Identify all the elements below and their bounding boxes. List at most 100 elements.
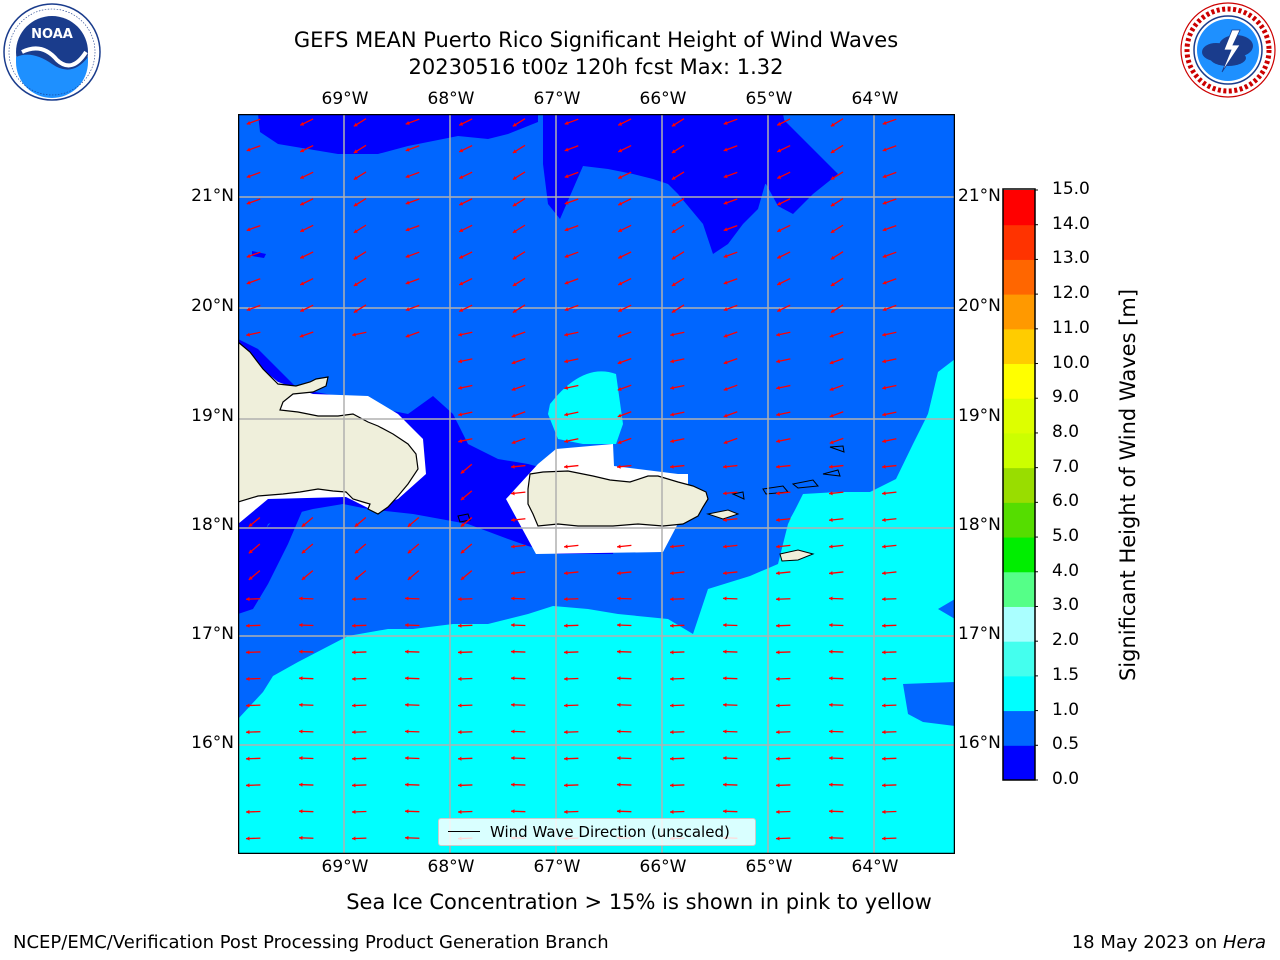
wind-wave-arrowhead: [829, 649, 833, 654]
wind-wave-arrowhead: [882, 703, 886, 708]
wind-wave-arrowhead: [405, 253, 410, 258]
wind-wave-arrowhead: [723, 756, 727, 761]
lon-label-top: 68°W: [427, 89, 475, 109]
land-puerto-rico: [527, 470, 709, 527]
lon-label-bottom: 69°W: [321, 857, 369, 877]
colorbar-tick-label: 2.0: [1052, 630, 1080, 651]
colorbar-band: [1003, 641, 1035, 677]
wind-wave-arrowhead: [301, 576, 306, 580]
wind-wave-arrowhead: [830, 308, 835, 313]
land-mona-island: [457, 513, 471, 523]
wind-wave-arrowhead: [723, 491, 727, 496]
wind-wave-arrowhead: [777, 175, 782, 179]
wind-wave-arrowhead: [618, 148, 623, 153]
colorbar-band: [1003, 537, 1035, 573]
wind-wave-arrowhead: [299, 649, 303, 654]
wind-wave-arrowhead: [460, 469, 465, 474]
wind-wave-arrowhead: [512, 308, 517, 313]
wind-wave-arrowhead: [458, 809, 462, 814]
lat-label-left: 18°N: [191, 515, 234, 535]
wind-wave-arrowhead: [776, 783, 780, 788]
wind-wave-arrowhead: [405, 649, 409, 654]
chart-subtitle: 20230516 t00z 120h fcst Max: 1.32: [408, 55, 784, 79]
colorbar-tick-label: 1.0: [1052, 699, 1080, 720]
wind-wave-arrowhead: [829, 702, 833, 707]
wind-wave-arrowhead: [564, 307, 569, 312]
wind-wave-arrowhead: [776, 836, 780, 841]
wind-wave-arrowhead: [564, 676, 568, 681]
wind-wave-arrowhead: [458, 676, 462, 681]
wind-wave-arrowhead: [723, 227, 728, 232]
wind-wave-arrowhead: [564, 227, 569, 232]
wind-wave-arrowhead: [777, 228, 782, 233]
wind-wave-arrowhead: [617, 440, 622, 445]
wind-wave-arrowhead: [882, 359, 887, 364]
wind-wave-arrowhead: [299, 729, 303, 734]
lon-label-top: 64°W: [851, 89, 899, 109]
colorbar-band: [1003, 675, 1035, 712]
wind-wave-arrowhead: [882, 809, 886, 814]
wind-wave-arrowhead: [352, 836, 356, 841]
wind-wave-arrowhead: [301, 549, 306, 554]
wind-wave-arrowhead: [511, 386, 516, 391]
wind-wave-arrowhead: [511, 571, 515, 576]
wind-wave-arrowhead: [618, 121, 623, 126]
wind-wave-arrowhead: [511, 440, 516, 445]
wind-wave-arrowhead: [511, 623, 515, 628]
lat-label-left: 16°N: [191, 733, 234, 753]
wind-wave-arrowhead: [511, 517, 515, 522]
colorbar-band: [1003, 398, 1035, 434]
wind-wave-arrowhead: [405, 676, 409, 681]
wind-wave-arrowhead: [511, 360, 516, 365]
wind-wave-arrowhead: [564, 280, 569, 285]
wind-wave-arrowhead: [564, 650, 568, 655]
wind-wave-arrowhead: [829, 413, 834, 418]
wind-wave-arrowhead: [723, 649, 727, 654]
lon-label-top: 66°W: [639, 89, 687, 109]
wind-wave-arrowhead: [564, 174, 569, 179]
wind-wave-arrowhead: [458, 359, 463, 364]
wind-wave-arrowhead: [830, 202, 835, 207]
wind-wave-arrowhead: [670, 650, 674, 655]
lat-label-right: 19°N: [958, 406, 1001, 426]
wind-wave-arrowhead: [300, 254, 305, 259]
wind-wave-arrowhead: [352, 676, 356, 681]
lon-label-bottom: 67°W: [533, 857, 581, 877]
lon-label-bottom: 64°W: [851, 857, 899, 877]
wind-wave-arrowhead: [882, 571, 886, 576]
wind-wave-arrowhead: [405, 729, 409, 734]
wind-wave-arrowhead: [511, 596, 515, 601]
lon-label-top: 69°W: [321, 89, 369, 109]
wind-wave-arrowhead: [458, 756, 462, 761]
colorbar-tick-label: 0.5: [1052, 734, 1080, 755]
wind-wave-arrowhead: [723, 782, 727, 787]
wind-wave-arrowhead: [777, 121, 782, 126]
wind-wave-arrowhead: [511, 413, 516, 418]
wind-wave-arrowhead: [354, 576, 359, 580]
sea-ice-note: Sea Ice Concentration > 15% is shown in …: [0, 890, 1280, 914]
noaa-logo: NOAA: [3, 3, 101, 101]
colorbar-band: [1003, 259, 1035, 295]
colorbar-tick-label: 11.0: [1052, 317, 1090, 338]
wind-wave-arrowhead: [723, 253, 728, 258]
wind-wave-arrowhead: [617, 333, 622, 338]
wind-wave-arrowhead: [458, 650, 462, 655]
wind-wave-arrowhead: [299, 596, 303, 601]
wind-wave-arrowhead: [564, 703, 568, 708]
wind-wave-arrowhead: [882, 412, 887, 417]
colorbar-tick-label: 13.0: [1052, 248, 1090, 269]
wind-wave-arrowhead: [458, 385, 463, 390]
wind-wave-arrowhead: [723, 517, 727, 522]
wind-wave-arrowhead: [723, 729, 727, 734]
colorbar-band: [1003, 571, 1035, 607]
wind-wave-arrowhead: [458, 623, 462, 628]
wind-wave-arrowhead: [830, 122, 835, 127]
wind-wave-arrowhead: [512, 255, 517, 260]
wind-wave-arrowhead: [829, 756, 833, 761]
wind-wave-arrowhead: [511, 464, 515, 469]
colorbar-band: [1003, 224, 1035, 260]
map-gridlines: [238, 114, 955, 854]
wind-wave-arrowhead: [405, 623, 409, 628]
wind-wave-arrowhead: [511, 809, 515, 814]
wind-wave-arrowhead: [777, 254, 782, 259]
